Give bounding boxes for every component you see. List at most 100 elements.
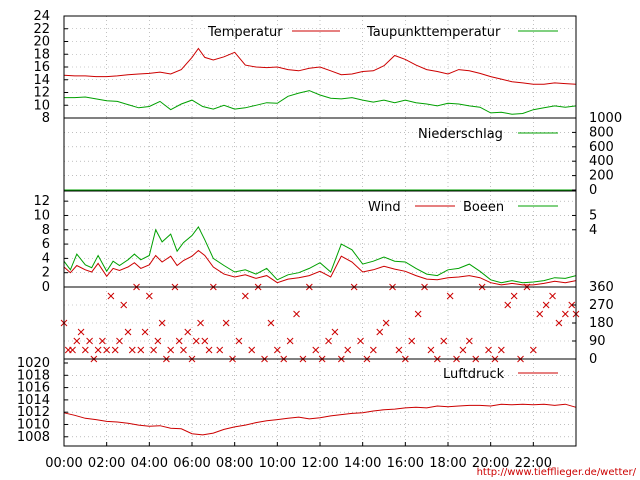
wind-direction-point	[167, 346, 175, 354]
wind-direction-point	[184, 328, 192, 336]
ytick-label: 0	[42, 280, 50, 295]
wind-direction-point	[344, 346, 352, 354]
ytick-label: 22	[33, 22, 50, 37]
ytick-label: 180	[589, 316, 614, 331]
ytick-label: 8	[42, 111, 50, 126]
xtick-label: 08:00	[216, 456, 253, 471]
xtick-label: 06:00	[173, 456, 210, 471]
ytick-label: 200	[589, 169, 614, 184]
right-tick-label: 5	[589, 208, 597, 223]
xtick-label: 12:00	[301, 456, 338, 471]
wind-direction-point	[357, 337, 364, 345]
legend-label: Niederschlag	[418, 127, 503, 142]
wind-direction-point	[369, 346, 377, 354]
wind-direction-point	[73, 337, 81, 345]
wind-direction-point	[116, 337, 123, 345]
xtick-label: 20:00	[472, 456, 509, 471]
wind-direction-point	[440, 337, 448, 345]
wind-direction-point	[192, 337, 200, 345]
wind-direction-point	[241, 292, 249, 300]
wind-direction-point	[197, 319, 204, 327]
wind-direction-point	[94, 346, 102, 354]
wind-direction-point	[150, 346, 157, 354]
ytick-label: 360	[589, 280, 614, 295]
ytick-label: 400	[589, 154, 614, 169]
wind-direction-point	[205, 346, 213, 354]
wind-direction-point	[497, 346, 505, 354]
ytick-label: 2	[42, 266, 50, 281]
wind-direction-point	[485, 346, 492, 354]
ytick-label: 600	[589, 140, 614, 155]
series-line	[63, 403, 577, 436]
wind-direction-point	[414, 310, 422, 318]
legend-label: Temperatur	[207, 25, 283, 40]
wind-direction-point	[536, 310, 544, 318]
wind-direction-point	[267, 319, 275, 327]
right-tick-label: 4	[589, 223, 597, 238]
wind-direction-point	[382, 319, 390, 327]
ytick-label: 270	[589, 298, 614, 313]
series-line	[63, 47, 577, 85]
wind-direction-point	[408, 337, 416, 345]
wind-direction-point	[312, 346, 320, 354]
wind-direction-point	[465, 337, 473, 345]
wind-direction-point	[446, 292, 454, 300]
footer-link[interactable]: http://www.tiefflieger.de/wetter/	[477, 467, 637, 478]
xtick-label: 02:00	[88, 456, 125, 471]
ytick-label: 90	[589, 334, 606, 349]
legend-label: Boeen	[463, 200, 504, 215]
wind-direction-point	[124, 328, 132, 336]
xtick-label: 22:00	[515, 456, 552, 471]
xtick-label: 16:00	[387, 456, 424, 471]
wind-direction-point	[81, 346, 89, 354]
wind-direction-point	[103, 346, 111, 354]
grid-layer	[64, 16, 576, 446]
wind-direction-point	[273, 346, 281, 354]
legend-label: Taupunkttemperatur	[366, 25, 501, 40]
wind-direction-point	[293, 310, 300, 318]
data-layer	[60, 47, 580, 436]
ytick-label: 6	[42, 237, 50, 252]
wind-direction-point	[120, 301, 128, 309]
wind-direction-point	[325, 337, 332, 345]
ytick-label: 1012	[17, 405, 50, 420]
xtick-label: 18:00	[429, 456, 466, 471]
xtick-label: 14:00	[344, 456, 381, 471]
series-line	[63, 249, 577, 286]
wind-direction-point	[510, 292, 518, 300]
wind-direction-point	[175, 337, 183, 345]
ytick-label: 20	[33, 35, 50, 50]
ytick-label: 0	[589, 183, 597, 198]
wind-direction-point	[216, 346, 224, 354]
wind-direction-point	[111, 346, 119, 354]
ytick-label: 12	[33, 194, 50, 209]
frame-layer	[63, 15, 577, 447]
wind-direction-point	[154, 337, 162, 345]
ytick-label: 16	[33, 60, 50, 75]
wind-direction-point	[395, 346, 403, 354]
wind-direction-point	[128, 346, 136, 354]
series-line	[63, 225, 577, 284]
ytick-label: 0	[589, 352, 597, 367]
wind-direction-point	[542, 301, 550, 309]
ytick-label: 1020	[17, 356, 50, 371]
xtick-label: 00:00	[45, 456, 82, 471]
wind-direction-point	[158, 319, 166, 327]
wind-direction-point	[555, 319, 563, 327]
wind-direction-point	[549, 292, 556, 300]
wind-direction-point	[180, 346, 187, 354]
wind-direction-point	[568, 301, 576, 309]
ytick-label: 1018	[17, 368, 50, 383]
wind-direction-point	[141, 328, 149, 336]
ytick-label: 10	[33, 98, 50, 113]
ytick-label: 24	[33, 9, 50, 24]
ytick-label: 1016	[17, 381, 50, 396]
ytick-label: 1010	[17, 417, 50, 432]
ytick-label: 800	[589, 125, 614, 140]
ytick-label: 1008	[17, 430, 50, 445]
wind-direction-point	[376, 328, 384, 336]
wind-direction-point	[331, 328, 339, 336]
ytick-label: 4	[42, 251, 50, 266]
